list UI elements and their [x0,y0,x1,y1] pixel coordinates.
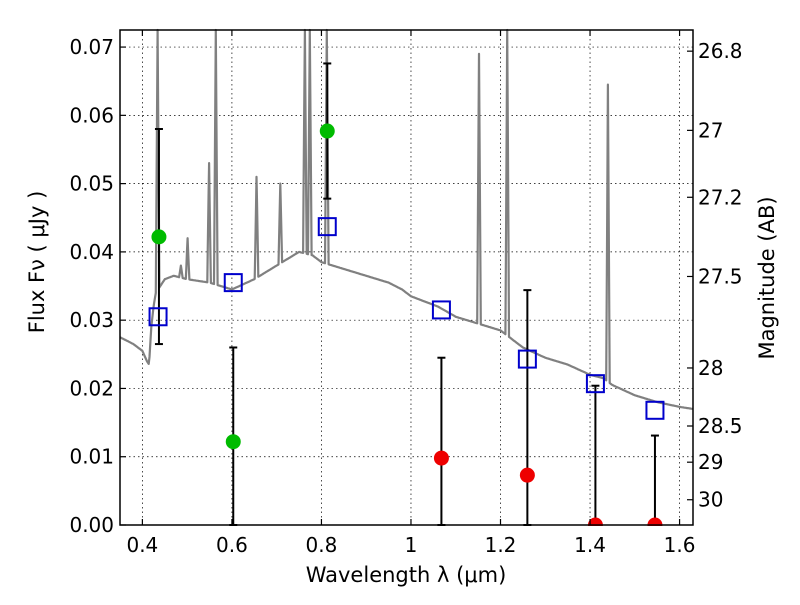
x-axis-label: Wavelength λ (μm) [306,563,507,587]
x-tick-label: 1 [405,533,418,557]
y2-tick-label: 29 [698,450,723,474]
y-tick-label: 0.00 [69,513,114,537]
x-tick-label: 1.2 [485,533,517,557]
detection-point [225,434,241,450]
y2-tick-label: 28.5 [698,414,743,438]
y2-tick-label: 28 [698,356,723,380]
detection-point [151,229,167,245]
spectrum-line [119,28,694,410]
tick-layer: 0.4 0.6 0.8 1 1.2 1.4 1.6 0.00 0.01 0.02 0.03 0.04 0… [69,30,743,557]
y2-axis-label: Magnitude (AB) [755,196,779,359]
y2-tick-label: 27.5 [698,264,743,288]
model-square [431,300,451,320]
model-square [645,400,665,420]
model-square [585,374,605,394]
model-square [223,273,243,293]
y-tick-label: 0.03 [69,308,114,332]
x-tick-label: 1.6 [664,533,696,557]
model-square [148,307,168,327]
x-tick-label: 1.4 [574,533,606,557]
bottom-mask [0,526,800,601]
model-square [317,217,337,237]
y2-tick-label: 30 [698,488,723,512]
y-tick-label: 0.06 [69,103,114,127]
y-tick-label: 0.05 [69,172,114,196]
x-tick-label: 0.8 [306,533,338,557]
x-tick-label: 0.4 [126,533,158,557]
y-tick-label: 0.01 [69,445,114,469]
detection-point [319,123,335,139]
x-tick-label: 0.6 [216,533,248,557]
y2-tick-label: 26.8 [698,39,743,63]
plot-frame [119,29,694,526]
y2-tick-label: 27 [698,118,723,142]
model-square [517,349,537,369]
y-tick-label: 0.02 [69,376,114,400]
y-axis-label: Flux Fν ( μJy ) [25,191,49,334]
y-tick-label: 0.04 [69,240,114,264]
data-layer [119,28,694,533]
y2-tick-label: 27.2 [698,185,743,209]
frame-layer [0,29,800,601]
nondetection-point [519,467,535,483]
y-tick-label: 0.07 [69,35,114,59]
nondetection-point [433,450,449,466]
